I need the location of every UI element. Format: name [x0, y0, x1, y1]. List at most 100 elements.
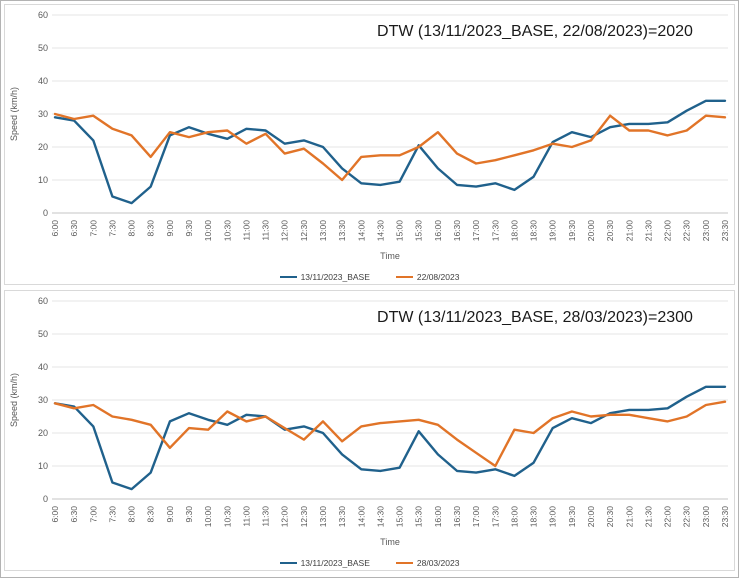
x-tick-label: 22:30 — [682, 220, 692, 242]
x-tick-label: 7:30 — [107, 220, 117, 237]
x-tick-label: 14:30 — [375, 506, 385, 528]
y-tick-label: 0 — [43, 208, 48, 218]
x-tick-label: 14:00 — [356, 506, 366, 528]
y-tick-label: 50 — [38, 43, 48, 53]
legend-item-comparison: 28/03/2023 — [395, 557, 460, 568]
x-tick-label: 9:30 — [184, 220, 194, 237]
x-tick-label: 22:00 — [663, 220, 673, 242]
x-tick-label: 13:30 — [337, 220, 347, 242]
chart-panel-top: 0 10 20 30 40 50 60 6:00 6:30 7:00 7:30 8:00 8:30 9:0… — [4, 4, 735, 285]
x-tick-label: 20:00 — [586, 220, 596, 242]
legend-label-base: 13/11/2023_BASE — [300, 557, 370, 568]
y-tick-label: 60 — [38, 10, 48, 20]
x-tick-label: 12:30 — [299, 506, 309, 528]
x-tick-label: 7:00 — [88, 506, 98, 523]
legend-swatch-comparison — [395, 275, 413, 278]
x-tick-label: 7:30 — [107, 506, 117, 523]
line-chart-bottom: 0 10 20 30 40 50 60 6:00 6:30 7:00 7:30 8:00 8:30 9:0… — [9, 296, 730, 547]
x-tick-label: 8:30 — [146, 506, 156, 523]
legend-label-comparison: 28/03/2023 — [416, 557, 460, 568]
y-tick-label: 20 — [38, 142, 48, 152]
y-tick-label: 50 — [38, 329, 48, 339]
x-tick-label: 23:30 — [720, 220, 730, 242]
legend-item-base: 13/11/2023_BASE — [279, 557, 370, 568]
x-tick-label: 17:30 — [490, 220, 500, 242]
x-tick-label: 19:00 — [548, 506, 558, 528]
x-tick-label: 9:30 — [184, 506, 194, 523]
x-tick-label: 21:30 — [643, 220, 653, 242]
y-tick-label: 40 — [38, 76, 48, 86]
x-tick-label: 10:30 — [222, 220, 232, 242]
x-tick-label: 18:00 — [509, 506, 519, 528]
x-tick-label: 6:30 — [69, 506, 79, 523]
x-tick-label: 13:00 — [318, 220, 328, 242]
x-tick-label: 23:30 — [720, 506, 730, 528]
x-tick-label: 18:00 — [509, 220, 519, 242]
y-tick-label: 0 — [43, 494, 48, 504]
legend: 13/11/2023_BASE 22/08/2023 — [5, 271, 734, 282]
x-tick-label: 11:00 — [241, 220, 251, 241]
y-axis-title: Speed (km/h) — [9, 87, 19, 141]
x-tick-label: 17:00 — [471, 220, 481, 242]
x-tick-label: 23:00 — [701, 220, 711, 242]
series-line-comparison — [53, 400, 727, 468]
series-line-base — [53, 385, 727, 491]
x-tick-label: 13:30 — [337, 506, 347, 528]
x-tick-label: 16:30 — [452, 220, 462, 242]
x-tick-label: 8:00 — [127, 506, 137, 523]
x-tick-label: 6:30 — [69, 220, 79, 237]
x-tick-label: 22:00 — [663, 506, 673, 528]
x-tick-label: 16:00 — [433, 506, 443, 528]
y-axis-title: Speed (km/h) — [9, 373, 19, 427]
x-axis-title: Time — [380, 537, 400, 547]
x-tick-label: 14:00 — [356, 220, 366, 242]
x-tick-label: 17:30 — [490, 506, 500, 528]
x-tick-label: 10:30 — [222, 506, 232, 528]
plot-area: 0 10 20 30 40 50 60 6:00 6:30 7:00 7:30 8:00 8:30 9:0… — [38, 10, 730, 241]
legend-swatch-base — [279, 561, 297, 564]
x-tick-label: 15:00 — [395, 506, 405, 528]
x-tick-label: 15:30 — [414, 506, 424, 528]
legend-item-base: 13/11/2023_BASE — [279, 272, 370, 282]
x-axis-title: Time — [380, 251, 400, 261]
x-tick-label: 20:30 — [605, 506, 615, 528]
y-tick-label: 60 — [38, 296, 48, 306]
x-tick-label: 19:30 — [567, 220, 577, 242]
x-tick-label: 12:30 — [299, 220, 309, 242]
x-tick-label: 17:00 — [471, 506, 481, 528]
x-tick-label: 23:00 — [701, 506, 711, 528]
x-tick-label: 12:00 — [280, 220, 290, 242]
x-tick-label: 10:00 — [203, 220, 213, 242]
x-tick-label: 19:00 — [548, 220, 558, 242]
x-tick-label: 12:00 — [280, 506, 290, 528]
x-tick-label: 22:30 — [682, 506, 692, 528]
x-tick-label: 21:00 — [624, 506, 634, 528]
x-tick-label: 21:00 — [624, 220, 634, 242]
x-tick-label: 15:30 — [414, 220, 424, 242]
y-tick-label: 30 — [38, 395, 48, 405]
x-tick-label: 18:30 — [529, 506, 539, 528]
plot-area: 0 10 20 30 40 50 60 6:00 6:30 7:00 7:30 8:00 8:30 9:0… — [38, 296, 730, 527]
x-tick-label: 11:30 — [261, 220, 271, 241]
chart-panel-bottom: 0 10 20 30 40 50 60 6:00 6:30 7:00 7:30 8:00 8:30 9:0… — [4, 290, 735, 571]
x-tick-label: 20:00 — [586, 506, 596, 528]
legend-label-comparison: 22/08/2023 — [416, 271, 460, 282]
legend-swatch-comparison — [395, 561, 413, 564]
series-line-base — [53, 99, 727, 205]
x-tick-label: 9:00 — [165, 220, 175, 237]
chart-title: DTW (13/11/2023_BASE, 28/03/2023)=2300 — [377, 309, 693, 326]
x-tick-label: 9:00 — [165, 506, 175, 523]
x-tick-label: 20:30 — [605, 220, 615, 242]
y-tick-label: 20 — [38, 428, 48, 438]
x-tick-label: 16:00 — [433, 220, 443, 242]
x-tick-label: 16:30 — [452, 506, 462, 528]
x-tick-label: 6:00 — [50, 506, 60, 523]
x-tick-label: 18:30 — [529, 220, 539, 242]
x-tick-label: 11:00 — [241, 506, 251, 527]
legend-item-comparison: 22/08/2023 — [395, 271, 460, 282]
y-tick-label: 10 — [38, 175, 48, 185]
x-tick-label: 19:30 — [567, 506, 577, 528]
x-tick-label: 13:00 — [318, 506, 328, 528]
x-tick-label: 6:00 — [50, 220, 60, 237]
